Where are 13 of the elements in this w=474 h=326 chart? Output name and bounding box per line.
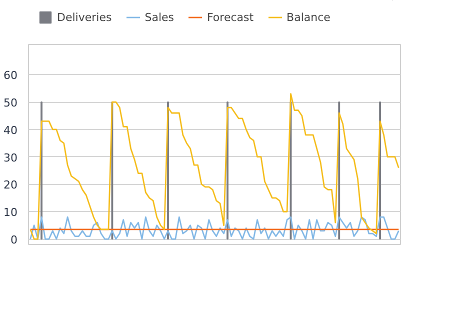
y-tick-label: 60: [4, 69, 18, 82]
line-series: [30, 216, 400, 240]
y-tick-label: 50: [4, 96, 18, 110]
y-tick-label: 20: [4, 178, 18, 192]
y-tick-label: 30: [4, 151, 18, 164]
legend-label: Sales: [144, 10, 174, 24]
y-tick-label: 10: [4, 206, 18, 220]
y-tick-label: 0: [10, 234, 18, 247]
line-series: [30, 93, 400, 240]
legend-label: Balance: [286, 10, 330, 24]
y-tick-label: 40: [4, 124, 18, 137]
legend-label: Forecast: [207, 10, 254, 24]
legend-label: Deliveries: [57, 10, 112, 24]
